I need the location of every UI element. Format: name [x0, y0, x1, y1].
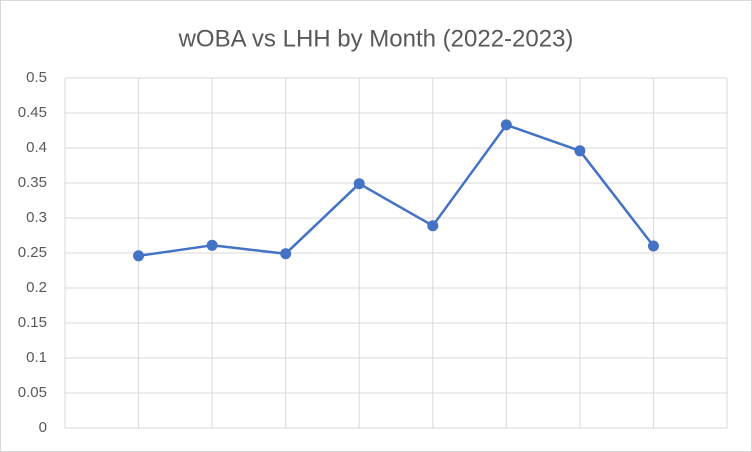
y-tick-label: 0.2	[26, 279, 47, 296]
y-tick-label: 0.05	[18, 384, 47, 401]
data-point	[133, 250, 145, 262]
y-tick-label: 0.15	[18, 314, 47, 331]
y-tick-label: 0.45	[18, 104, 47, 121]
data-point	[280, 248, 292, 260]
data-point	[647, 240, 659, 252]
data-point	[353, 178, 365, 190]
data-point	[500, 119, 512, 131]
y-tick-label: 0.4	[26, 139, 47, 156]
y-tick-label: 0.25	[18, 244, 47, 261]
chart-title: wOBA vs LHH by Month (2022-2023)	[178, 25, 574, 52]
data-point	[427, 220, 439, 232]
data-point	[206, 239, 218, 251]
y-tick-label: 0.3	[26, 209, 47, 226]
y-tick-label: 0.5	[26, 69, 47, 86]
y-tick-label: 0.35	[18, 174, 47, 191]
data-point	[574, 145, 586, 157]
y-tick-label: 0	[39, 419, 47, 436]
y-tick-label: 0.1	[26, 349, 47, 366]
series-line	[138, 123, 655, 258]
